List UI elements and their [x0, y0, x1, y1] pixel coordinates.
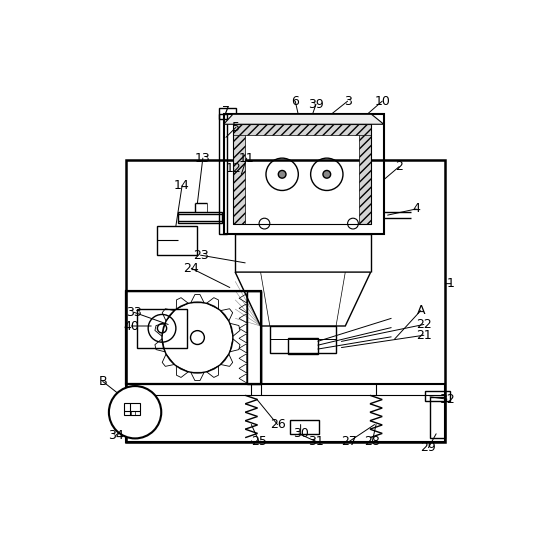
Bar: [290, 420, 319, 434]
Polygon shape: [224, 114, 384, 124]
Text: 39: 39: [308, 98, 324, 111]
Text: 31: 31: [308, 435, 324, 448]
Text: 21: 21: [416, 328, 431, 342]
Text: 32: 32: [439, 393, 455, 406]
Circle shape: [323, 171, 331, 178]
Bar: [126, 292, 261, 384]
Text: 11: 11: [239, 151, 255, 165]
Text: 6: 6: [292, 95, 299, 108]
Text: 28: 28: [364, 435, 380, 448]
Circle shape: [109, 386, 161, 438]
Text: B: B: [98, 375, 107, 388]
Text: 4: 4: [412, 202, 420, 216]
Bar: [426, 392, 450, 401]
Text: A: A: [417, 304, 425, 317]
Bar: [430, 397, 445, 438]
Text: 29: 29: [421, 441, 436, 454]
Bar: [233, 124, 372, 135]
Bar: [156, 226, 197, 255]
Bar: [224, 114, 384, 234]
Bar: [126, 292, 261, 384]
Text: 24: 24: [183, 262, 199, 275]
Bar: [131, 411, 135, 415]
Text: 13: 13: [195, 151, 211, 165]
Bar: [247, 292, 261, 384]
Text: 34: 34: [108, 429, 124, 442]
Text: 2: 2: [395, 160, 403, 173]
Bar: [288, 338, 318, 355]
Bar: [270, 326, 336, 353]
Text: 3: 3: [344, 95, 351, 108]
Text: 26: 26: [270, 418, 285, 431]
Bar: [126, 160, 445, 441]
Bar: [219, 114, 227, 234]
Text: 5: 5: [232, 121, 240, 134]
Bar: [126, 384, 445, 441]
Text: 25: 25: [251, 435, 267, 448]
Text: 33: 33: [125, 305, 142, 319]
Bar: [124, 403, 140, 415]
Bar: [178, 212, 222, 223]
Bar: [359, 124, 372, 224]
Bar: [219, 108, 236, 119]
Bar: [233, 124, 372, 224]
Bar: [137, 309, 187, 348]
Text: 10: 10: [374, 95, 390, 108]
Text: 1: 1: [447, 277, 455, 290]
Bar: [233, 124, 245, 224]
Text: 30: 30: [293, 427, 309, 440]
Text: 27: 27: [341, 435, 357, 448]
Circle shape: [278, 171, 286, 178]
Text: 12: 12: [226, 162, 241, 174]
Text: 40: 40: [123, 319, 139, 332]
Text: 23: 23: [193, 249, 208, 262]
Text: 22: 22: [416, 318, 431, 331]
Text: 14: 14: [174, 179, 190, 193]
Text: 7: 7: [222, 105, 230, 118]
